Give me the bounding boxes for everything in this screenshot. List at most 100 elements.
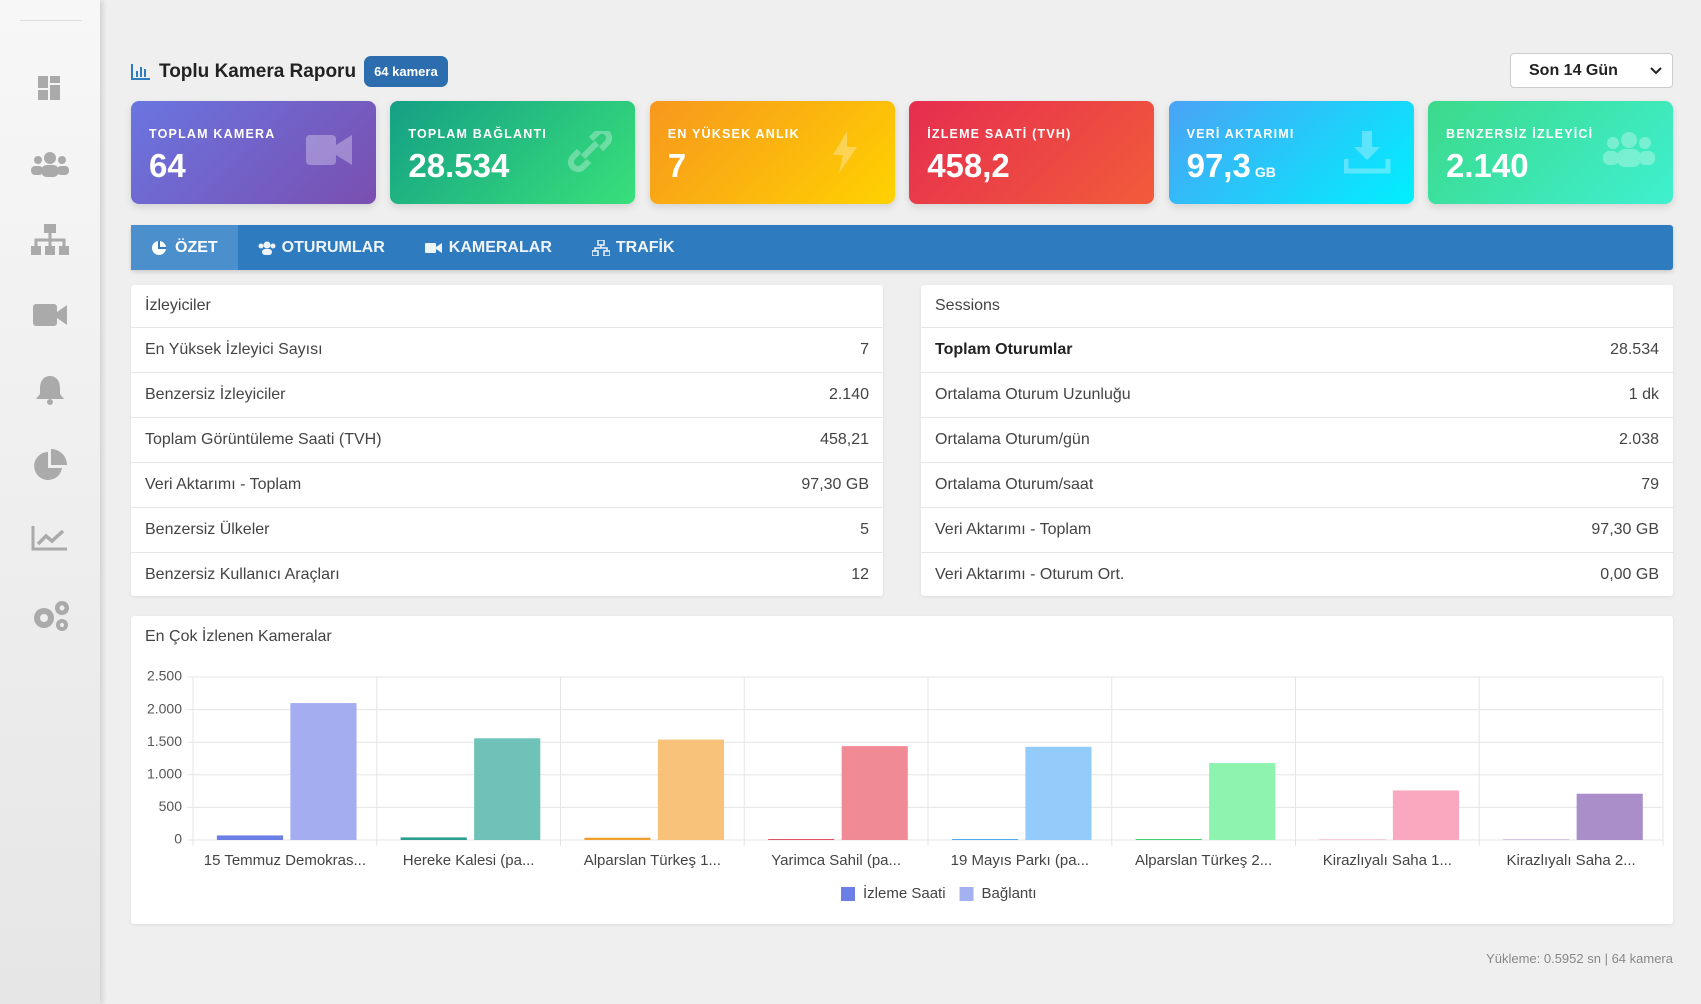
bar: [657, 739, 725, 840]
row-value: 1 dk: [1628, 386, 1659, 403]
row-label: Ortalama Oturum/saat: [935, 476, 1094, 493]
tab[interactable]: TRAFİK: [572, 225, 695, 270]
row-label: Ortalama Oturum Uzunluğu: [935, 386, 1131, 403]
sidebar: [0, 0, 100, 1004]
row-value: 12: [851, 566, 869, 583]
table-row: Ortalama Oturum/gün 2.038: [921, 417, 1673, 462]
panel-title: İzleyiciler: [145, 297, 211, 314]
chart: En Çok İzlenen Kameralar 0 500 1.000 1.500 2…: [145, 626, 1664, 902]
tab-bar: ÖZET OTURUMLAR KAMERALAR TRAFİK: [131, 225, 1673, 270]
stat-value: 458,2: [927, 147, 1010, 185]
row-label: Veri Aktarımı - Toplam: [935, 521, 1092, 538]
nav-reports[interactable]: [30, 448, 70, 482]
stat-icon: [568, 131, 613, 173]
stat-label: İZLEME SAATİ (TVH): [927, 127, 1072, 141]
nav-camera[interactable]: [30, 302, 70, 328]
stat-number: 7: [667, 147, 687, 184]
bar: [474, 738, 541, 840]
row-value: 458,21: [820, 431, 869, 448]
stat-icon: [306, 135, 352, 165]
stat-number: 2.140: [1446, 147, 1529, 184]
row-value: 2.038: [1618, 431, 1659, 448]
row-value: 97,30 GB: [801, 476, 869, 493]
row-value: 7: [860, 341, 869, 358]
tab-icon: [424, 242, 442, 253]
table-row: Ortalama Oturum Uzunluğu 1 dk: [921, 372, 1673, 417]
nav-alerts[interactable]: [30, 374, 70, 406]
legend-label: İzleme Saati: [863, 884, 946, 902]
tab-icon: [591, 239, 610, 256]
legend-label: Bağlantı: [982, 885, 1037, 902]
period-value: Son 14 Gün: [1529, 61, 1618, 79]
tab[interactable]: ÖZET: [131, 225, 238, 270]
table-row: Benzersiz Ülkeler 5: [131, 507, 883, 552]
tab-label: ÖZET: [175, 238, 218, 256]
legend-swatch: [841, 887, 855, 901]
x-tick-label: Hereke Kalesi (pa...: [403, 852, 535, 869]
row-value: 28.534: [1610, 341, 1659, 358]
bar: [1392, 790, 1460, 840]
row-label: Ortalama Oturum/gün: [935, 431, 1090, 448]
nav-trends[interactable]: [30, 524, 70, 552]
y-tick-label: 1.000: [147, 766, 182, 782]
stat-label: TOPLAM BAĞLANTI: [408, 127, 547, 141]
stat-number: 28.534: [408, 147, 510, 184]
row-label: Toplam Görüntüleme Saati (TVH): [145, 431, 382, 448]
row-label: Toplam Oturumlar: [935, 341, 1073, 358]
x-tick-label: Yarimca Sahil (pa...: [771, 852, 901, 869]
stat-label: TOPLAM KAMERA: [149, 127, 276, 141]
row-label: Benzersiz Ülkeler: [145, 521, 270, 538]
nav-dashboard[interactable]: [30, 76, 70, 102]
table-row: Ortalama Oturum/saat 79: [921, 462, 1673, 507]
bar: [1025, 746, 1092, 840]
tab-label: TRAFİK: [615, 238, 675, 256]
stat-number: 64: [149, 147, 186, 184]
page-title: Toplu Kamera Raporu: [159, 60, 357, 82]
viewers-panel: İzleyiciler En Yüksek İzleyici Sayısı 7 Ben…: [131, 285, 883, 596]
stat-number: 97,3: [1186, 147, 1251, 184]
table-row: Veri Aktarımı - Oturum Ort. 0,00 GB: [921, 552, 1673, 597]
legend-swatch: [959, 887, 974, 901]
period-select[interactable]: Son 14 Gün: [1510, 53, 1673, 88]
stat-card: EN YÜKSEK ANLIK 7: [649, 101, 895, 204]
panel-title: Sessions: [935, 297, 1000, 314]
table-row: Veri Aktarımı - Toplam 97,30 GB: [921, 507, 1673, 552]
bar: [1135, 839, 1202, 840]
nav-users[interactable]: [30, 150, 70, 178]
footer: Yükleme: 0.5952 sn | 64 kamera: [1486, 951, 1673, 966]
stat-label: EN YÜKSEK ANLIK: [667, 127, 800, 141]
x-tick-label: Alparslan Türkeş 2...: [1135, 852, 1272, 869]
nav-network[interactable]: [30, 224, 70, 256]
table-row: Veri Aktarımı - Toplam 97,30 GB: [131, 462, 883, 507]
row-value: 2.140: [828, 386, 869, 403]
bar: [400, 837, 467, 840]
chevron: [1650, 67, 1662, 75]
row-label: Veri Aktarımı - Toplam: [145, 476, 302, 493]
table-row: Benzersiz Kullanıcı Araçları 12: [131, 552, 883, 597]
tab-icon: [258, 241, 276, 255]
x-tick-label: 19 Mayıs Parkı (pa...: [951, 852, 1089, 869]
report-icon: [131, 63, 150, 80]
stat-value: 28.534: [408, 147, 509, 185]
x-tick-label: Kirazlıyalı Saha 2...: [1507, 852, 1636, 869]
row-value: 0,00 GB: [1600, 566, 1659, 583]
row-label: Benzersiz Kullanıcı Araçları: [145, 566, 340, 583]
bar: [1209, 763, 1276, 840]
stat-value: 2.140: [1446, 147, 1529, 185]
stat-card: BENZERSİZ İZLEYİCİ 2.140: [1428, 101, 1673, 204]
bar: [290, 703, 357, 840]
stat-unit: GB: [1254, 164, 1276, 180]
table-row: Benzersiz İzleyiciler 2.140: [131, 372, 883, 417]
bar: [216, 835, 284, 840]
y-tick-label: 500: [159, 798, 183, 814]
stat-icon: [1343, 131, 1391, 174]
tab[interactable]: OTURUMLAR: [238, 225, 405, 270]
stat-icon: [832, 131, 857, 173]
bar: [951, 839, 1019, 840]
tab[interactable]: KAMERALAR: [405, 225, 572, 270]
tab-label: KAMERALAR: [448, 238, 552, 256]
nav-settings[interactable]: [30, 598, 72, 632]
y-tick-label: 0: [174, 831, 182, 847]
table-row: Toplam Görüntüleme Saati (TVH) 458,21: [131, 417, 883, 462]
x-tick-label: Alparslan Türkeş 1...: [584, 852, 721, 869]
